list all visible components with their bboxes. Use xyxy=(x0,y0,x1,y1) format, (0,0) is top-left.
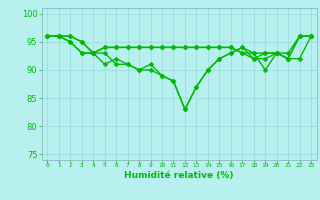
X-axis label: Humidité relative (%): Humidité relative (%) xyxy=(124,171,234,180)
